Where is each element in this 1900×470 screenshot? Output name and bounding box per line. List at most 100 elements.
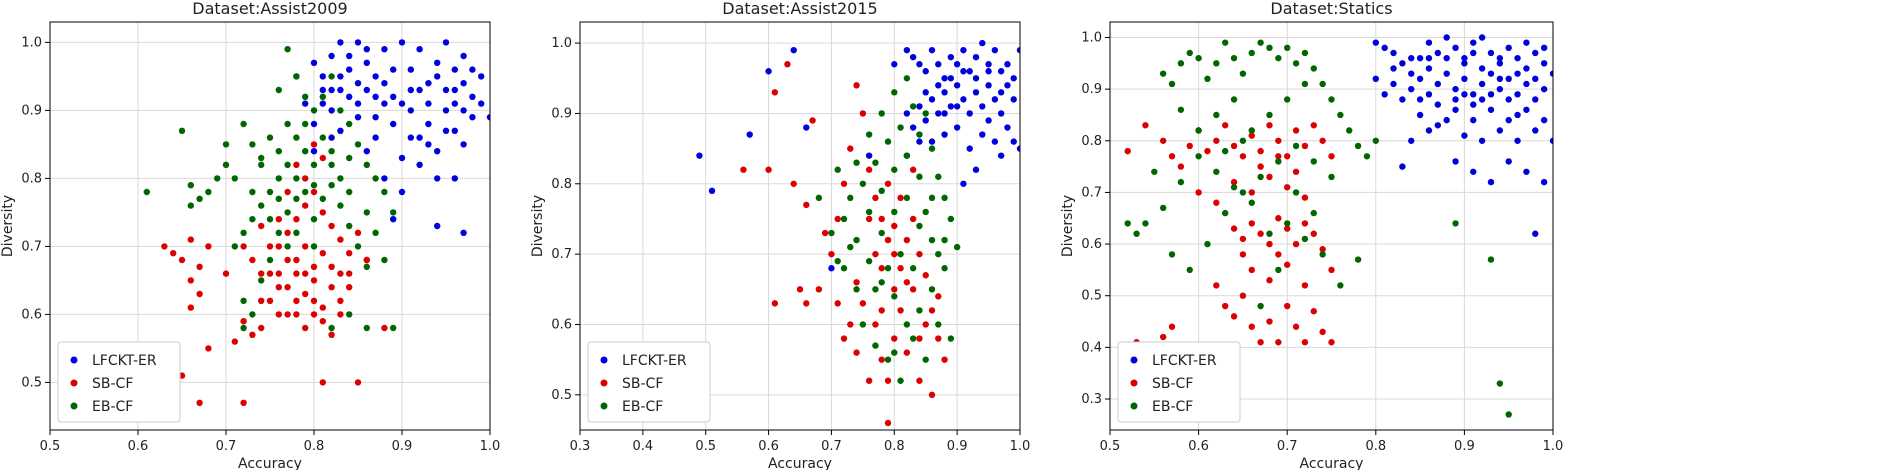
scatter-point-lfckt-er xyxy=(1399,163,1406,170)
scatter-point-lfckt-er xyxy=(696,152,703,159)
scatter-point-eb-cf xyxy=(222,161,230,168)
scatter-point-lfckt-er xyxy=(1390,49,1397,57)
scatter-point-eb-cf xyxy=(878,187,885,195)
legend-box xyxy=(1117,341,1241,423)
scatter-point-sb-cf xyxy=(815,286,823,293)
scatter-point-sb-cf xyxy=(897,307,904,314)
legend-label: LFCKT-ER xyxy=(622,353,687,369)
scatter-point-lfckt-er xyxy=(953,103,961,110)
scatter-point-eb-cf xyxy=(363,324,370,332)
scatter-point-eb-cf xyxy=(258,161,265,168)
scatter-point-lfckt-er xyxy=(346,93,353,101)
scatter-point-eb-cf xyxy=(1248,49,1255,57)
scatter-point-lfckt-er xyxy=(337,73,344,80)
scatter-point-sb-cf xyxy=(196,399,203,406)
x-tick-label: 0.5 xyxy=(40,439,61,454)
scatter-point-sb-cf xyxy=(1319,246,1326,253)
scatter-point-sb-cf xyxy=(897,265,904,272)
scatter-point-sb-cf xyxy=(1292,323,1300,330)
scatter-point-lfckt-er xyxy=(425,80,432,87)
scatter-point-eb-cf xyxy=(372,229,379,236)
scatter-point-eb-cf xyxy=(187,182,194,189)
scatter-point-lfckt-er xyxy=(1514,137,1521,144)
scatter-point-eb-cf xyxy=(275,175,282,182)
scatter-point-sb-cf xyxy=(909,286,917,293)
scatter-point-eb-cf xyxy=(853,236,860,244)
scatter-point-lfckt-er xyxy=(434,175,441,182)
scatter-point-eb-cf xyxy=(187,202,194,209)
scatter-point-lfckt-er xyxy=(407,134,414,141)
scatter-point-lfckt-er xyxy=(1514,54,1521,62)
scatter-point-sb-cf xyxy=(828,250,835,258)
scatter-point-lfckt-er xyxy=(1505,96,1512,103)
scatter-point-sb-cf xyxy=(872,321,879,328)
scatter-point-eb-cf xyxy=(302,120,309,128)
scatter-point-sb-cf xyxy=(240,243,247,250)
scatter-point-sb-cf xyxy=(249,256,256,264)
scatter-point-eb-cf xyxy=(947,215,955,223)
scatter-point-sb-cf xyxy=(847,145,854,152)
y-tick-label: 0.9 xyxy=(21,103,42,118)
scatter-point-lfckt-er xyxy=(1434,49,1442,57)
scatter-point-lfckt-er xyxy=(1399,60,1406,67)
y-axis-label: Diversity xyxy=(1060,195,1076,257)
scatter-point-eb-cf xyxy=(354,243,362,250)
scatter-point-lfckt-er xyxy=(337,127,344,134)
scatter-point-sb-cf xyxy=(328,331,335,338)
scatter-point-sb-cf xyxy=(834,300,841,307)
scatter-point-lfckt-er xyxy=(1434,122,1442,129)
scatter-point-eb-cf xyxy=(346,120,353,128)
scatter-point-lfckt-er xyxy=(372,73,379,80)
scatter-point-lfckt-er xyxy=(1390,65,1397,72)
scatter-point-lfckt-er xyxy=(928,96,936,103)
scatter-point-sb-cf xyxy=(1248,220,1255,227)
scatter-point-eb-cf xyxy=(953,243,961,251)
scatter-point-sb-cf xyxy=(1292,240,1300,248)
scatter-point-eb-cf xyxy=(1337,111,1344,119)
scatter-point-lfckt-er xyxy=(1470,101,1477,108)
scatter-point-lfckt-er xyxy=(1443,116,1450,124)
scatter-point-eb-cf xyxy=(284,120,291,128)
scatter-point-sb-cf xyxy=(354,379,362,386)
scatter-point-lfckt-er xyxy=(442,107,450,114)
scatter-point-sb-cf xyxy=(1292,127,1300,134)
legend-marker xyxy=(70,379,78,387)
scatter-point-lfckt-er xyxy=(1487,91,1495,98)
legend: LFCKT-ER SB-CF EB-CF xyxy=(57,341,181,423)
scatter-point-eb-cf xyxy=(1328,96,1335,103)
scatter-point-sb-cf xyxy=(784,61,791,68)
scatter-point-lfckt-er xyxy=(903,110,911,117)
scatter-point-eb-cf xyxy=(1310,209,1317,217)
scatter-point-lfckt-er xyxy=(381,46,388,53)
scatter-point-sb-cf xyxy=(1239,235,1247,243)
scatter-point-lfckt-er xyxy=(960,46,967,54)
scatter-point-eb-cf xyxy=(878,229,885,237)
scatter-point-sb-cf xyxy=(293,256,300,264)
scatter-point-lfckt-er xyxy=(991,138,999,145)
scatter-point-sb-cf xyxy=(1266,173,1273,181)
scatter-point-lfckt-er xyxy=(953,61,961,68)
scatter-point-lfckt-er xyxy=(1443,34,1450,41)
scatter-point-eb-cf xyxy=(390,209,397,216)
scatter-point-eb-cf xyxy=(222,141,230,148)
scatter-point-eb-cf xyxy=(266,256,274,264)
scatter-point-lfckt-er xyxy=(941,75,948,82)
x-tick-label: 0.4 xyxy=(633,439,654,454)
scatter-point-eb-cf xyxy=(390,324,397,332)
scatter-point-sb-cf xyxy=(891,335,898,342)
scatter-point-sb-cf xyxy=(346,284,353,291)
scatter-point-eb-cf xyxy=(1354,256,1362,263)
scatter-point-sb-cf xyxy=(1168,153,1176,160)
scatter-point-eb-cf xyxy=(240,120,247,128)
legend-box xyxy=(587,341,711,423)
scatter-point-sb-cf xyxy=(865,215,873,223)
scatter-point-lfckt-er xyxy=(1461,54,1468,62)
scatter-point-lfckt-er xyxy=(1540,116,1548,124)
scatter-point-lfckt-er xyxy=(1452,106,1459,113)
scatter-point-eb-cf xyxy=(935,173,942,180)
x-axis-label: Accuracy xyxy=(1300,456,1364,470)
scatter-point-lfckt-er xyxy=(1540,60,1548,67)
scatter-point-sb-cf xyxy=(1195,189,1202,196)
scatter-point-lfckt-er xyxy=(416,134,423,141)
scatter-point-lfckt-er xyxy=(469,66,476,73)
